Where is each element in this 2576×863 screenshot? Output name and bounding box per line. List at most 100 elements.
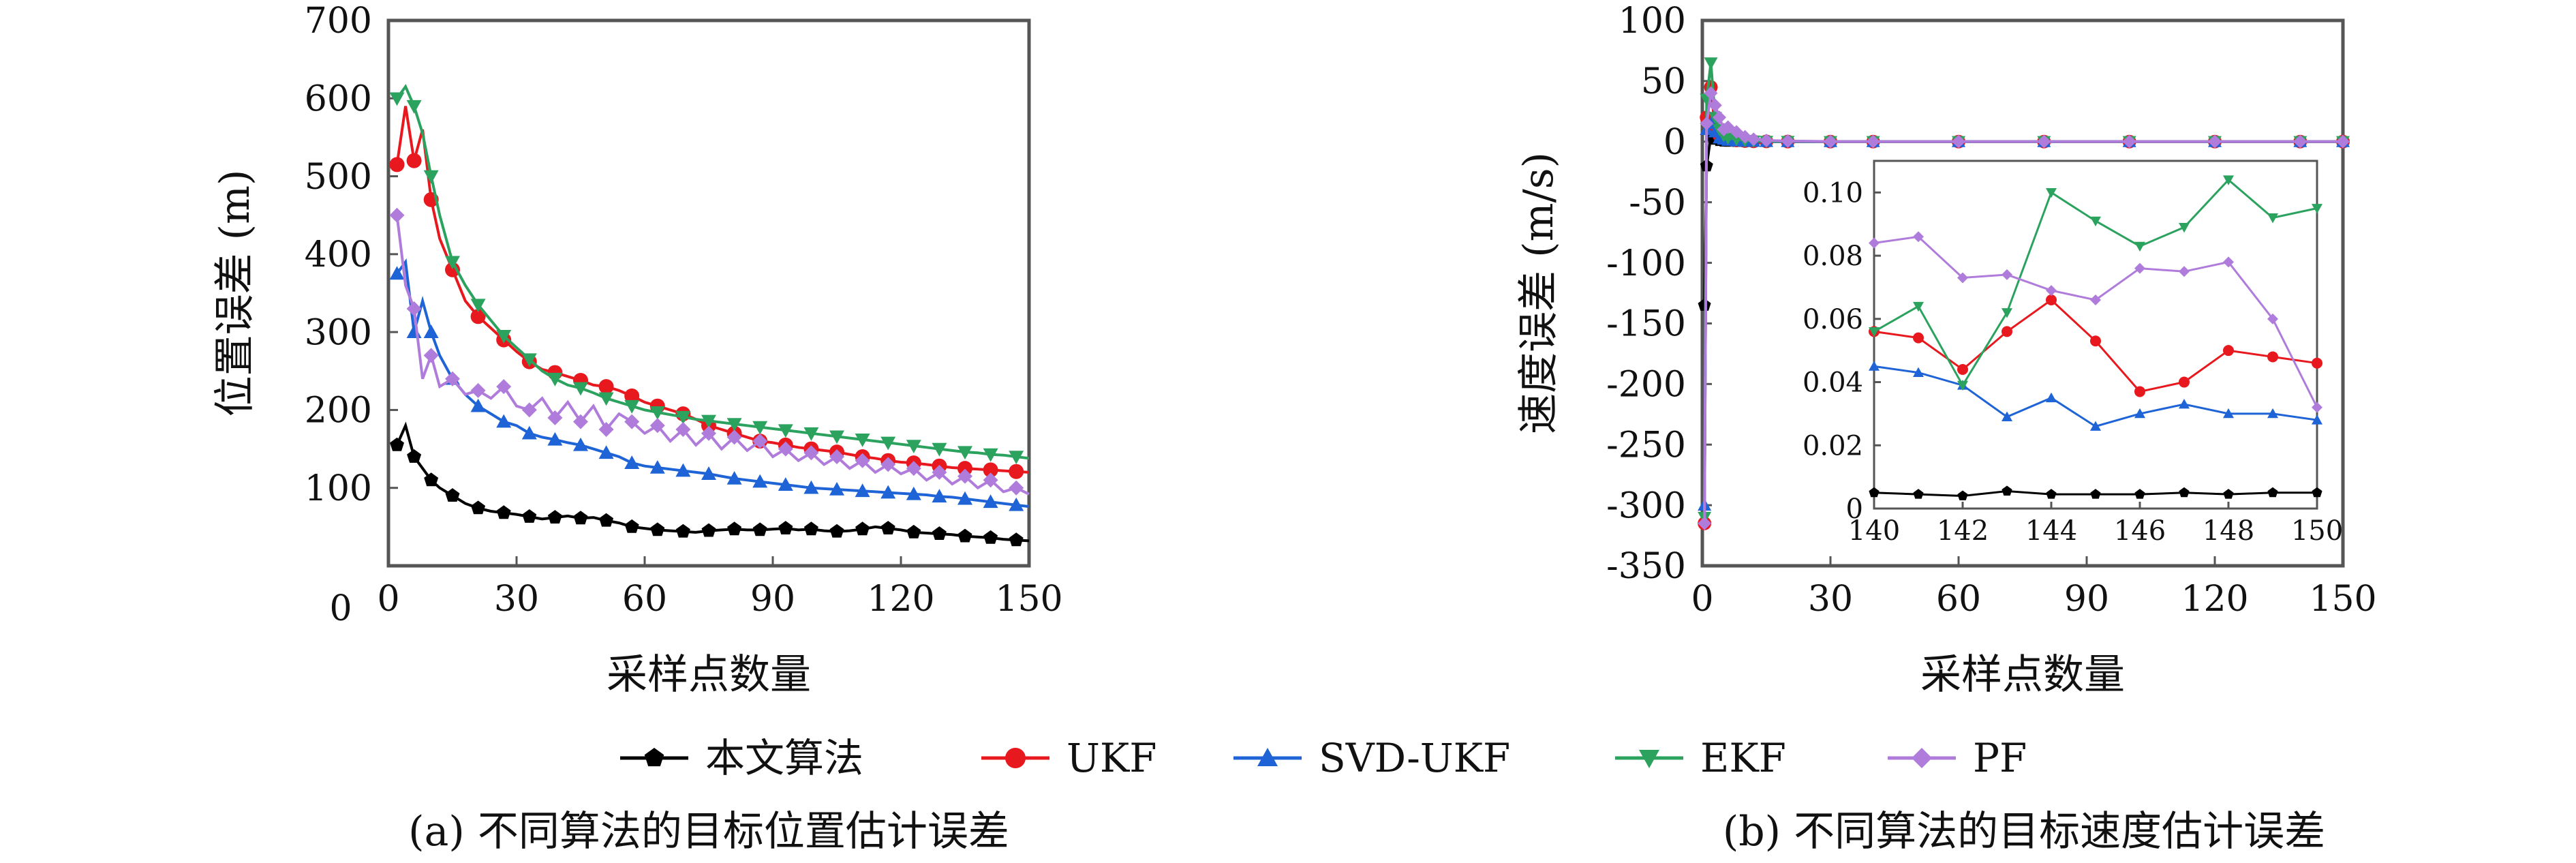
inset-data-point [1869,487,1880,498]
b-data-point [1952,134,1965,149]
a-x-origin-label: 0 [329,588,352,629]
inset-x-tick-label: 150 [2291,515,2343,547]
a-data-point [675,524,690,538]
a-data-point [726,471,742,485]
a-data-point [470,309,486,324]
a-data-point [880,436,896,451]
b-x-tick-label: 90 [2064,579,2109,620]
b-x-tick-label: 60 [1936,579,1981,620]
b-x-tick-label: 150 [2309,579,2376,620]
inset-data-point [2046,489,2057,499]
b-inset-zoom: 140 142 144 146 148 150 0 0.02 0.04 0.06 0.08 0.10 [1803,160,2343,547]
legend-item: UKF [981,735,1156,781]
a-data-point [726,418,742,432]
a-data-point [650,522,665,536]
inset-data-point [1913,489,1924,499]
a-data-point [829,482,844,496]
inset-data-point [2312,204,2322,214]
a-data-point [701,414,716,429]
inset-data-point [2267,351,2278,363]
a-y-tick-label: 600 [305,78,372,119]
legend-label: EKF [1700,735,1786,781]
a-data-point [1009,451,1024,464]
inset-data-point [1957,364,1968,375]
legend-marker [644,748,664,767]
a-data-point [649,460,665,474]
inset-data-point [1913,332,1924,344]
a-x-tick-label: 120 [867,579,934,620]
inset-data-point [2134,386,2145,397]
a-data-point [521,353,537,367]
b-data-point [1698,516,1712,530]
inset-data-point [2090,489,2101,499]
a-data-point [778,477,793,491]
inset-data-point [2090,216,2101,227]
b-y-tick-label: 0 [1663,122,1686,163]
a-data-point [406,301,422,316]
inset-data-point [2134,241,2145,252]
inset-data-point [2046,187,2057,198]
a-data-point [445,371,460,387]
inset-data-point [2179,487,2190,498]
inset-data-point [2223,408,2234,419]
b-data-point [1781,134,1795,148]
inset-data-point [2312,357,2322,369]
b-data-point [1866,134,1880,149]
a-y-tick-label: 700 [305,1,372,42]
a-data-point [880,485,896,499]
inset-data-point [2267,487,2278,498]
a-data-point [983,462,998,478]
legend-item: 本文算法 [620,735,863,781]
b-data-point [2293,134,2307,149]
legend-label: SVD-UKF [1319,735,1510,781]
a-y-tick-label: 400 [305,234,372,275]
inset-data-point [2223,256,2234,268]
a-data-point [598,422,614,437]
a-data-point [906,461,921,476]
a-data-point [496,330,512,344]
a-data-point [547,372,563,387]
a-data-point [496,414,512,428]
a-data-point [598,392,614,406]
a-data-point [470,382,486,398]
b-data-point [2336,134,2350,149]
inset-data-point [2267,213,2278,224]
a-data-point [727,521,742,536]
legend: 本文算法 UKF SVD-UKF EKF PF [620,735,2027,781]
inset-data-point [2090,421,2101,431]
a-data-point [983,494,998,509]
inset-data-point [1913,367,1924,378]
legend-marker [1639,750,1659,768]
a-data-point [778,521,793,534]
a-x-axis-label: 采样点数量 [607,651,811,699]
a-data-point [880,521,895,534]
inset-data-point [2179,399,2190,409]
inset-x-tick-label: 148 [2203,515,2254,547]
caption-b: (b) 不同算法的目标速度估计误差 [1723,808,2325,856]
inset-data-point [1957,272,1968,284]
inset-data-point [2046,285,2057,297]
a-data-point [470,398,486,412]
a-data-point [932,442,947,457]
b-y-tick-label: -150 [1606,304,1686,345]
a-data-point [855,483,870,498]
a-data-point [406,153,422,168]
a-data-point [701,425,716,441]
inset-data-point [2090,294,2101,305]
a-data-point [624,399,640,414]
inset-data-point [2002,485,2012,496]
a-data-point [573,511,588,525]
a-y-tick-label: 500 [305,157,372,198]
a-data-point [390,437,404,451]
a-data-point [445,256,460,270]
legend-label: 本文算法 [705,735,863,781]
inset-data-point [2223,345,2234,357]
b-data-point [2208,134,2222,149]
inset-data-point [2267,313,2278,324]
b-y-tick-label: -50 [1629,183,1686,224]
b-x-axis-label: 采样点数量 [1920,651,2125,699]
b-data-point [1824,134,1837,149]
a-data-point [470,299,486,313]
a-data-point [1009,532,1024,547]
